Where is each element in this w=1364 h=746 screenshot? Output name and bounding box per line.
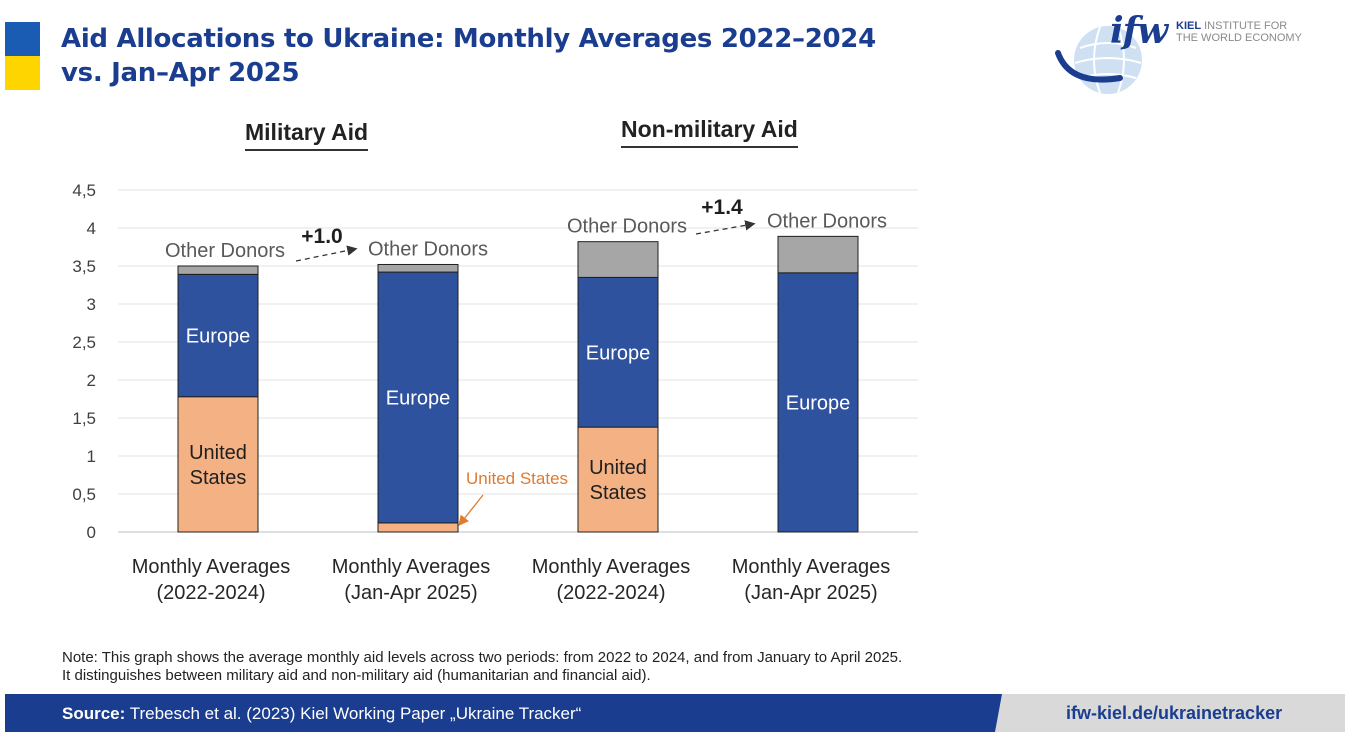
bar-segment-label: Europe <box>586 342 651 364</box>
title-line-1: Aid Allocations to Ukraine: Monthly Aver… <box>61 24 876 54</box>
y-tick-label: 1 <box>87 447 96 466</box>
y-tick-label: 4 <box>87 219 96 238</box>
y-tick-label: 3,5 <box>72 257 96 276</box>
bar-segment-other-donors <box>577 241 659 278</box>
y-tick-label: 0,5 <box>72 485 96 504</box>
bar-segment-label: Europe <box>386 387 451 409</box>
y-tick-label: 4,5 <box>72 181 96 200</box>
bar-segment-label: Europe <box>186 326 251 348</box>
source-citation: Trebesch et al. (2023) Kiel Working Pape… <box>125 704 582 723</box>
x-category-label: (Jan-Apr 2025) <box>744 582 877 604</box>
x-category-label: Monthly Averages <box>332 556 491 578</box>
globe-logo-icon <box>1055 26 1142 94</box>
y-tick-label: 0 <box>87 523 96 542</box>
logo-subtitle: KIEL INSTITUTE FOR THE WORLD ECONOMY <box>1176 20 1302 44</box>
bar-segment-europe <box>577 276 659 428</box>
x-category-label: Monthly Averages <box>532 556 691 578</box>
x-category-label: (2022-2024) <box>157 582 266 604</box>
note-line-2: It distinguishes between military aid an… <box>62 667 651 684</box>
bar-segment-other-donors <box>177 265 259 275</box>
bar-segment-europe <box>777 272 859 533</box>
bar-segment-label: United <box>189 442 247 464</box>
chart-note: Note: This graph shows the average month… <box>62 649 902 685</box>
x-category-label: Monthly Averages <box>132 556 291 578</box>
delta-arrow <box>695 220 756 235</box>
other-donors-label: Other Donors <box>567 216 687 238</box>
url-bar <box>995 694 1345 732</box>
military-aid-heading: Military Aid <box>245 119 369 151</box>
logo-institute: INSTITUTE FOR <box>1201 20 1288 32</box>
y-tick-label: 2 <box>87 371 96 390</box>
bar-segment-europe <box>177 273 259 398</box>
y-tick-label: 1,5 <box>72 409 96 428</box>
bar-segment-other-donors <box>777 235 859 274</box>
title-line-2: vs. Jan–Apr 2025 <box>61 58 300 88</box>
page-title: Aid Allocations to Ukraine: Monthly Aver… <box>61 22 876 90</box>
flag-yellow-block <box>5 56 40 90</box>
x-category-label: Monthly Averages <box>732 556 891 578</box>
other-donors-label: Other Donors <box>165 240 285 262</box>
source-text: Source: Trebesch et al. (2023) Kiel Work… <box>62 704 581 724</box>
logo-kiel: KIEL <box>1176 20 1202 32</box>
flag-blue-block <box>5 22 40 56</box>
bar-segment-united-states <box>177 396 259 533</box>
y-tick-label: 3 <box>87 295 96 314</box>
other-donors-label: Other Donors <box>767 210 887 232</box>
logo-wordmark: ifw <box>1110 10 1168 52</box>
other-donors-label: Other Donors <box>368 238 488 260</box>
bar-segment-europe <box>377 271 459 524</box>
bar-segment-label: States <box>190 467 247 489</box>
tracker-url-link[interactable]: ifw-kiel.de/ukrainetracker <box>1066 703 1283 723</box>
x-category-label: (Jan-Apr 2025) <box>344 582 477 604</box>
source-bar <box>5 694 1005 732</box>
x-category-label: (2022-2024) <box>557 582 666 604</box>
stacked-bar-chart: 0 0,5 1 1,5 2 2,5 3 3,5 4 4,5 United States Europe E… <box>72 181 918 604</box>
united-states-callout: United States <box>466 469 568 488</box>
y-tick-label: 2,5 <box>72 333 96 352</box>
callout-arrow <box>458 494 484 527</box>
bar-segment-united-states <box>577 426 659 533</box>
logo-world-economy: THE WORLD ECONOMY <box>1176 32 1302 44</box>
bar-segment-label: States <box>590 482 647 504</box>
delta-label: +1.0 <box>301 225 342 248</box>
note-line-1: Note: This graph shows the average month… <box>62 649 903 666</box>
nonmilitary-aid-heading: Non-military Aid <box>621 116 798 148</box>
bar-segment-other-donors <box>377 263 459 273</box>
bar-segment-label: Europe <box>786 392 851 414</box>
delta-arrow <box>295 245 358 262</box>
bar-segment-label: United <box>589 457 647 479</box>
delta-label: +1.4 <box>701 196 743 219</box>
source-label: Source: <box>62 704 126 723</box>
bar-segment-united-states <box>377 522 459 533</box>
